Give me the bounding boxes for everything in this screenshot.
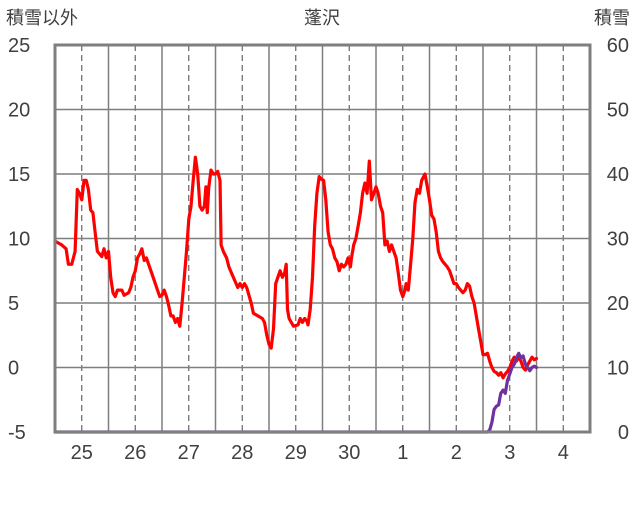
chart-title: 蓬沢 bbox=[304, 8, 340, 28]
horizontal-gridlines bbox=[55, 108, 590, 369]
right-tick-label: 40 bbox=[607, 164, 629, 186]
plot-area-frame bbox=[53, 43, 592, 434]
right-tick-label: 20 bbox=[607, 293, 629, 315]
right-axis-ticks: 60 50 40 30 20 10 0 bbox=[607, 35, 629, 444]
series-line-1 bbox=[53, 155, 539, 380]
x-tick-label: 29 bbox=[285, 442, 307, 464]
left-tick-label: 0 bbox=[8, 358, 19, 380]
x-tick-label: 28 bbox=[231, 442, 253, 464]
x-tick-label: 26 bbox=[124, 442, 146, 464]
left-tick-label: 10 bbox=[8, 229, 30, 251]
right-tick-label: 50 bbox=[607, 100, 629, 122]
left-tick-label: 25 bbox=[8, 35, 30, 57]
left-axis-ticks: 25 20 15 10 5 0 -5 bbox=[8, 35, 30, 444]
left-tick-label: 15 bbox=[8, 164, 30, 186]
x-tick-label: 1 bbox=[397, 442, 408, 464]
right-tick-label: 60 bbox=[607, 35, 629, 57]
right-tick-label: 0 bbox=[618, 422, 629, 444]
x-tick-label: 3 bbox=[504, 442, 515, 464]
x-tick-label: 30 bbox=[338, 442, 360, 464]
x-tick-label: 27 bbox=[178, 442, 200, 464]
left-tick-label: -5 bbox=[8, 422, 26, 444]
left-tick-label: 20 bbox=[8, 100, 30, 122]
x-axis-ticks: 25 26 27 28 29 30 1 2 3 4 bbox=[71, 442, 569, 464]
left-tick-label: 5 bbox=[8, 293, 19, 315]
right-axis-label: 積雪 bbox=[594, 8, 630, 28]
series-line-2 bbox=[53, 351, 539, 434]
x-tick-label: 2 bbox=[451, 442, 462, 464]
right-tick-label: 10 bbox=[607, 358, 629, 380]
left-axis-label: 積雪以外 bbox=[6, 8, 78, 28]
x-tick-label: 4 bbox=[558, 442, 569, 464]
right-tick-label: 30 bbox=[607, 229, 629, 251]
x-tick-label: 25 bbox=[71, 442, 93, 464]
series-group bbox=[53, 155, 539, 434]
